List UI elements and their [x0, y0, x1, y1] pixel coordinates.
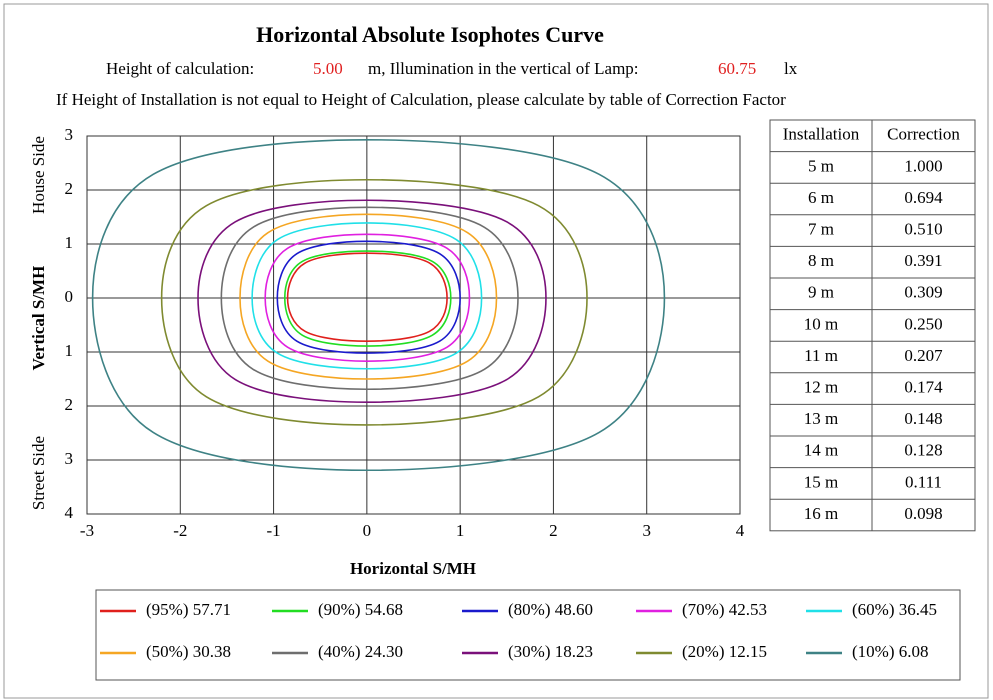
x-tick-label: -3	[80, 521, 94, 540]
table-cell: 0.250	[904, 314, 942, 333]
table-cell: 0.391	[904, 251, 942, 270]
legend-label: (30%) 18.23	[508, 642, 593, 661]
isophote-curve	[286, 252, 448, 343]
isophote-curve	[276, 240, 461, 354]
table-cell: 12 m	[804, 378, 838, 397]
isophote-curve	[283, 250, 452, 347]
legend-label: (10%) 6.08	[852, 642, 928, 661]
table-cell: 7 m	[808, 220, 834, 239]
y-tick-label: 4	[65, 503, 74, 522]
y-tick-label: 2	[65, 395, 74, 414]
table-cell: 5 m	[808, 156, 834, 175]
table-cell: 8 m	[808, 251, 834, 270]
legend-label: (60%) 36.45	[852, 600, 937, 619]
y-axis-label: Vertical S/MH	[29, 266, 48, 371]
y-tick-label: 2	[65, 179, 74, 198]
side-label: House Side	[29, 136, 48, 214]
isophote-curve	[220, 206, 519, 391]
table-cell: 0.510	[904, 220, 942, 239]
table-cell: 0.128	[904, 441, 942, 460]
table-cell: 6 m	[808, 188, 834, 207]
table-cell: 11 m	[804, 346, 838, 365]
correction-table: Installation Correction 5 m 1.000 6 m 0.694 7 …	[769, 119, 976, 532]
side-label: Street Side	[29, 436, 48, 510]
plot-area	[86, 135, 741, 515]
legend-box	[95, 589, 961, 681]
x-tick-label: 0	[363, 521, 372, 540]
x-axis-label: Horizontal S/MH	[350, 559, 476, 578]
legend-label: (20%) 12.15	[682, 642, 767, 661]
subtitle-value: 5.00	[313, 59, 343, 78]
table-cell: 0.309	[904, 283, 942, 302]
x-tick-label: -1	[266, 521, 280, 540]
isophote-curve	[251, 222, 483, 370]
table-cell: 14 m	[804, 441, 838, 460]
y-tick-label: 1	[65, 341, 74, 360]
y-tick-label: 0	[65, 287, 74, 306]
table-cell: 0.098	[904, 504, 942, 523]
table-cell: 13 m	[804, 409, 838, 428]
x-tick-label: 1	[456, 521, 465, 540]
subtitle-part: lx	[784, 59, 798, 78]
table-header: Installation	[783, 125, 860, 144]
x-tick-label: -2	[173, 521, 187, 540]
x-tick-label: 4	[736, 521, 745, 540]
table-cell: 1.000	[904, 156, 942, 175]
legend-label: (50%) 30.38	[146, 642, 231, 661]
legend-label: (90%) 54.68	[318, 600, 403, 619]
isophote-curve	[197, 199, 547, 404]
frame	[3, 3, 989, 699]
legend-label: (40%) 24.30	[318, 642, 403, 661]
chart-title: Horizontal Absolute Isophotes Curve	[256, 22, 604, 47]
table-cell: 0.174	[904, 378, 943, 397]
y-tick-label: 3	[65, 125, 74, 144]
x-tick-label: 2	[549, 521, 558, 540]
subtitle-part: Height of calculation:	[106, 59, 254, 78]
isophote-curve	[91, 138, 666, 472]
note: If Height of Installation is not equal t…	[56, 90, 786, 109]
isophote-curve	[160, 178, 588, 426]
subtitle-value: 60.75	[718, 59, 756, 78]
table-cell: 0.148	[904, 409, 942, 428]
y-tick-label: 1	[65, 233, 74, 252]
legend-label: (95%) 57.71	[146, 600, 231, 619]
subtitle-part: m, Illumination in the vertical of Lamp:	[368, 59, 639, 78]
table-cell: 10 m	[804, 314, 838, 333]
table-header: Correction	[887, 125, 960, 144]
y-tick-label: 3	[65, 449, 74, 468]
isophote-curve	[264, 233, 471, 362]
table-cell: 9 m	[808, 283, 834, 302]
legend-label: (80%) 48.60	[508, 600, 593, 619]
table-cell: 0.694	[904, 188, 943, 207]
table-cell: 16 m	[804, 504, 838, 523]
table-cell: 15 m	[804, 472, 838, 491]
table-cell: 0.207	[904, 346, 943, 365]
table-cell: 0.111	[905, 472, 942, 491]
subtitle: Height of calculation: 5.00 m, Illuminat…	[106, 59, 798, 78]
legend-label: (70%) 42.53	[682, 600, 767, 619]
x-tick-label: 3	[642, 521, 651, 540]
isophote-curve	[239, 213, 498, 380]
